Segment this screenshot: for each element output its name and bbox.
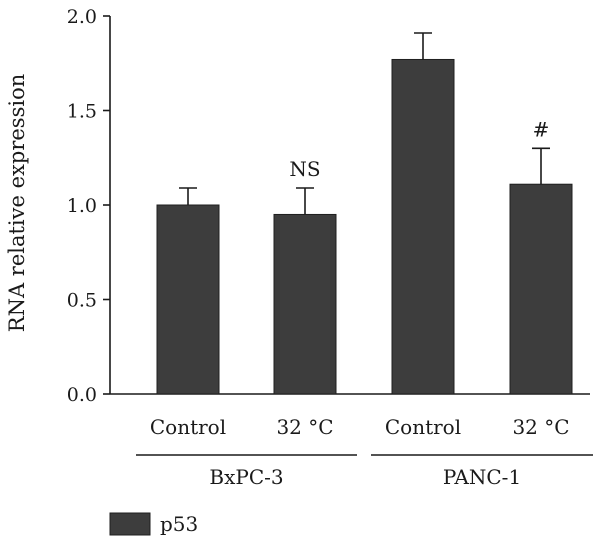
legend-swatch-p53 xyxy=(109,512,151,536)
category-label: 32 °C xyxy=(276,415,333,439)
legend-label-p53: p53 xyxy=(160,512,198,536)
significance-label: # xyxy=(533,117,550,141)
y-tick-label: 0.0 xyxy=(67,384,97,406)
labels: Control NS 32 °C Control #32 °C BxPC-3 PANC-1 xyxy=(136,117,593,489)
legend: p53 xyxy=(109,512,198,536)
error-bars xyxy=(179,32,550,215)
y-tick-label: 2.0 xyxy=(67,6,97,28)
y-tick-label: 1.0 xyxy=(67,195,97,217)
y-axis-label: RNA relative expression xyxy=(5,74,29,332)
category-label: 32 °C xyxy=(512,415,569,439)
y-tick-label: 1.5 xyxy=(67,101,97,123)
bar-3 xyxy=(391,58,455,395)
group-label: BxPC-3 xyxy=(209,465,283,489)
bar-1 xyxy=(156,204,220,395)
category-label: Control xyxy=(385,415,461,439)
bars xyxy=(156,58,573,395)
bar-2 xyxy=(273,213,337,395)
group-label: PANC-1 xyxy=(443,465,521,489)
significance-label: NS xyxy=(289,157,320,181)
axes: 0.0 0.5 1.0 1.5 2.0 xyxy=(67,6,590,406)
y-tick-label: 0.5 xyxy=(67,290,97,312)
bar-4 xyxy=(509,183,573,395)
category-label: Control xyxy=(150,415,226,439)
